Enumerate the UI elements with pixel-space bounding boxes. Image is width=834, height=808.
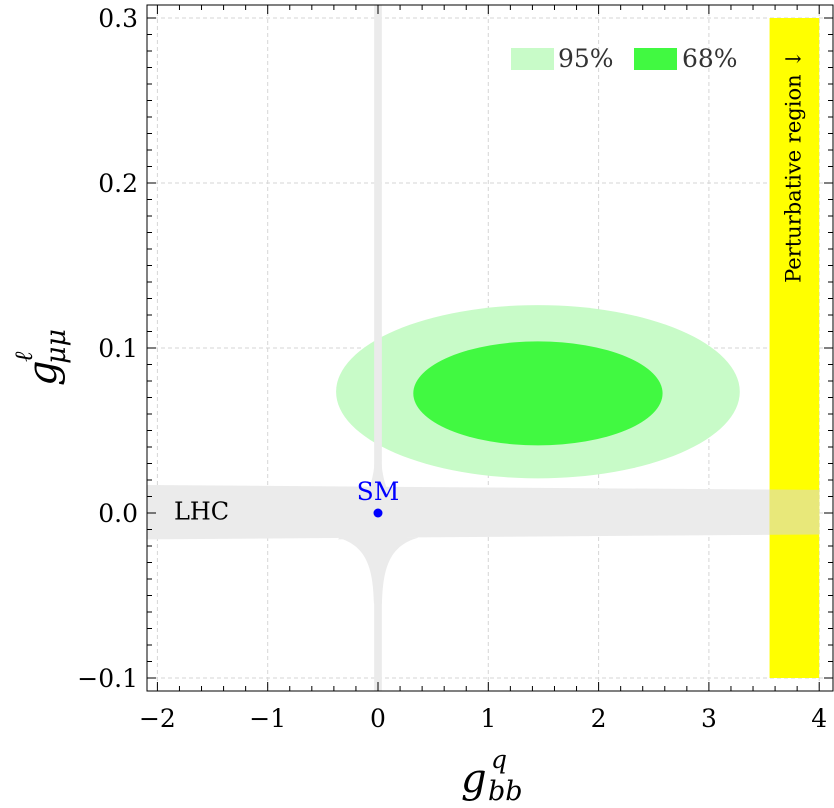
sm-point-label: SM <box>357 477 400 506</box>
axis-ticks: −2 −1 0 1 2 3 4 −0.1 0.0 0.1 0.2 0.3 <box>77 4 833 733</box>
x-axis-title-sup: q <box>491 745 507 774</box>
annotations: SM LHC Perturbative region ↓ <box>174 50 805 525</box>
y-tick-label: 0.1 <box>98 334 138 363</box>
confidence-regions <box>147 5 820 691</box>
sm-point <box>373 508 383 518</box>
region-68 <box>413 341 663 446</box>
y-tick-label: 0.0 <box>98 499 138 528</box>
legend: 95% 68% <box>511 44 738 73</box>
region-lhc-vertical-cusp <box>338 455 418 540</box>
region-lhc-vertical <box>374 5 382 691</box>
x-tick-label: −2 <box>139 704 176 733</box>
x-tick-label: 2 <box>591 704 607 733</box>
annotation-lhc: LHC <box>174 498 229 526</box>
y-axis-title: gℓ μμ <box>9 329 72 386</box>
region-perturbative-region <box>769 18 820 678</box>
region-lhc-vertical-cusp-lower <box>338 537 418 604</box>
x-axis-title: g <box>461 756 487 802</box>
y-axis-title-sup: ℓ <box>9 351 38 362</box>
y-tick-label: −0.1 <box>77 664 138 693</box>
y-tick-label: 0.2 <box>98 169 138 198</box>
x-tick-label: 1 <box>480 704 496 733</box>
x-axis-title-sub: bb <box>488 776 523 807</box>
x-tick-label: 3 <box>701 704 717 733</box>
legend-label: 95% <box>558 44 614 73</box>
x-tick-label: −1 <box>249 704 286 733</box>
y-axis-title-sub: μμ <box>41 329 72 364</box>
region-lhc <box>147 484 820 540</box>
x-tick-label: 0 <box>370 704 386 733</box>
legend-label: 68% <box>682 44 738 73</box>
x-tick-label: 4 <box>811 704 827 733</box>
legend-swatch <box>511 48 554 70</box>
y-tick-label: 0.3 <box>98 4 138 33</box>
x-axis-title-base: g <box>461 756 487 802</box>
region-overlap-lhc-perturbative <box>769 489 820 535</box>
y-axis-title-base: g <box>20 360 66 386</box>
annotation-perturbative-region: Perturbative region ↓ <box>781 50 805 283</box>
legend-swatch <box>634 48 677 70</box>
